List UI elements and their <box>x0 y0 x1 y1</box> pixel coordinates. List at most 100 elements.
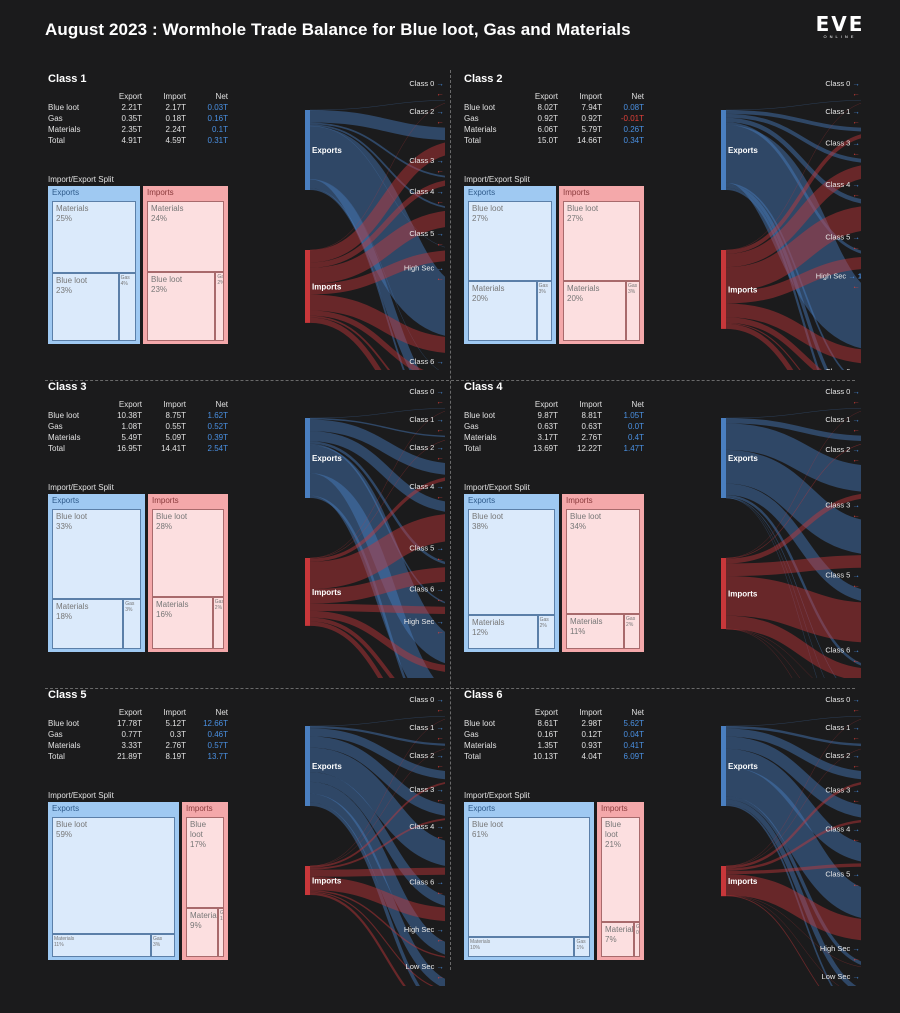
header-net: Net <box>631 400 644 409</box>
row-net: 13.7T <box>207 752 228 761</box>
destination-import-value: ← 0.8T <box>852 455 861 464</box>
row-import: 8.19T <box>165 752 186 761</box>
row-export: 0.77T <box>121 730 142 739</box>
destination-name: Class 2 <box>825 751 852 760</box>
imports-node-label: Imports <box>728 589 758 598</box>
destination-name: High Sec <box>404 617 437 626</box>
destination-name: Class 4 <box>409 187 436 196</box>
export-flow <box>725 117 861 204</box>
row-label: Total <box>464 752 481 761</box>
destination-label: Class 1 → 0.9T <box>825 415 861 424</box>
row-import: 2.17T <box>165 103 186 112</box>
treemap-cell-value: 1% <box>576 945 584 952</box>
destination-label: Class 2 → 2.4T <box>409 443 445 452</box>
row-label: Total <box>464 444 481 453</box>
treemap-cell-value: 1% <box>220 916 223 922</box>
split-label: Import/Export Split <box>464 175 530 184</box>
row-label: Total <box>464 136 481 145</box>
destination-import-value: ← 0.9T <box>436 273 445 282</box>
destination-name: Class 3 <box>825 500 852 509</box>
header-import: Import <box>163 708 186 717</box>
imports-group-label: Imports <box>601 804 628 813</box>
row-net: 0.57T <box>207 741 228 750</box>
destination-label: Low Sec → 0.6T <box>822 972 861 981</box>
export-flow <box>309 793 445 986</box>
treemap-cell-value: 27% <box>567 214 584 223</box>
row-export: 10.38T <box>117 411 142 420</box>
header-import: Import <box>579 400 602 409</box>
row-export: 10.13T <box>533 752 558 761</box>
import-flow <box>309 514 445 590</box>
row-import: 14.66T <box>577 136 602 145</box>
destination-name: Class 5 <box>409 229 436 238</box>
import-flow <box>725 134 861 254</box>
row-label: Materials <box>464 125 497 134</box>
trade-table: Export Import Net Blue loot 8.02T 7.94T 0.08T G… <box>464 92 654 147</box>
import-flow <box>309 818 445 870</box>
treemap-cell-label: Blue loot <box>156 512 188 521</box>
destination-export-value: → 0.3T <box>436 415 445 424</box>
trade-table: Export Import Net Blue loot 9.87T 8.81T 1.05T G… <box>464 400 654 455</box>
row-export: 6.06T <box>537 125 558 134</box>
treemap-cell: Blue loot 23% <box>147 272 216 341</box>
destination-import-value: ← 0.3T <box>436 972 445 981</box>
destination-export-value: → 0.4T <box>852 646 861 655</box>
destination-import-value: ← 0.5T <box>436 761 445 770</box>
row-label: Gas <box>48 422 63 431</box>
header-export: Export <box>534 708 558 717</box>
import-flow <box>309 892 406 986</box>
destination-label: Class 0 → 0.0T <box>409 387 445 396</box>
treemap-cell-value: 7% <box>605 934 617 944</box>
destination-label: Class 6 → 0.0T <box>409 357 445 366</box>
destination-export-value: → 0.0T <box>436 229 445 238</box>
destination-name: Class 1 <box>825 107 852 116</box>
treemap-cell: Materials 24% <box>147 201 224 273</box>
destination-name: Class 0 <box>409 387 436 396</box>
row-net: 0.4T <box>627 433 644 442</box>
trade-table: Export Import Net Blue loot 17.78T 5.12T 12.66… <box>48 708 238 763</box>
import-flow <box>725 322 801 370</box>
destination-name: Low Sec <box>406 676 437 678</box>
treemap-cell-value: 11% <box>570 627 586 637</box>
exports-group: Exports Blue loot 59% Materials 11% Gas 3% <box>48 802 179 960</box>
destination-import-value: ← 0.7T <box>852 117 861 126</box>
destination-label: Class 6 → 0.3T <box>825 367 861 370</box>
header-import: Import <box>163 92 186 101</box>
row-label: Materials <box>464 741 497 750</box>
treemap-cell-value: 11% <box>54 942 64 949</box>
destination-import-value: ← 3.6T <box>436 888 445 897</box>
treemap-cell-value: 2% <box>214 605 223 612</box>
import-flow <box>309 103 445 251</box>
trade-table-row: Gas 0.63T 0.63T 0.0T <box>464 422 654 433</box>
row-import: 0.18T <box>165 114 186 123</box>
import-flow <box>309 317 382 370</box>
destination-import-value: ← 0.0T <box>852 733 861 742</box>
destination-name: Class 6 <box>409 584 436 593</box>
horizontal-divider <box>45 380 855 381</box>
trade-table-header: Export Import Net <box>464 400 654 411</box>
export-flow <box>725 748 861 862</box>
split-label: Import/Export Split <box>464 791 530 800</box>
destination-label: Class 4 → 0.8T <box>825 180 861 189</box>
treemap-cell-label: Gas <box>626 616 636 623</box>
row-net: 0.03T <box>207 103 228 112</box>
imports-group-label: Imports <box>186 804 213 813</box>
destination-export-value: → 1.0T <box>852 751 861 760</box>
treemap-cell-value: 34% <box>570 522 587 531</box>
destination-label: Class 1 → 0.6T <box>409 723 445 732</box>
destination-export-value: → 0.3T <box>436 584 445 593</box>
destination-export-value: → 0.3T <box>852 723 861 732</box>
trade-table-row: Gas 0.16T 0.12T 0.04T <box>464 730 654 741</box>
treemap-cell-value: 20% <box>567 293 584 303</box>
destination-import-value: ← 1.4T <box>436 627 445 636</box>
header-export: Export <box>534 92 558 101</box>
treemap-cell-label: Gas <box>120 275 130 282</box>
class-panel: Class 6 Export Import Net Blue loot 8.61T 2.98… <box>461 686 861 986</box>
destination-import-value: ← 6.6T <box>852 581 861 590</box>
treemap-cell-label: Blue loot <box>151 275 183 285</box>
destination-export-value: → 1.9T <box>852 571 861 580</box>
destination-name: Class 3 <box>409 785 436 794</box>
